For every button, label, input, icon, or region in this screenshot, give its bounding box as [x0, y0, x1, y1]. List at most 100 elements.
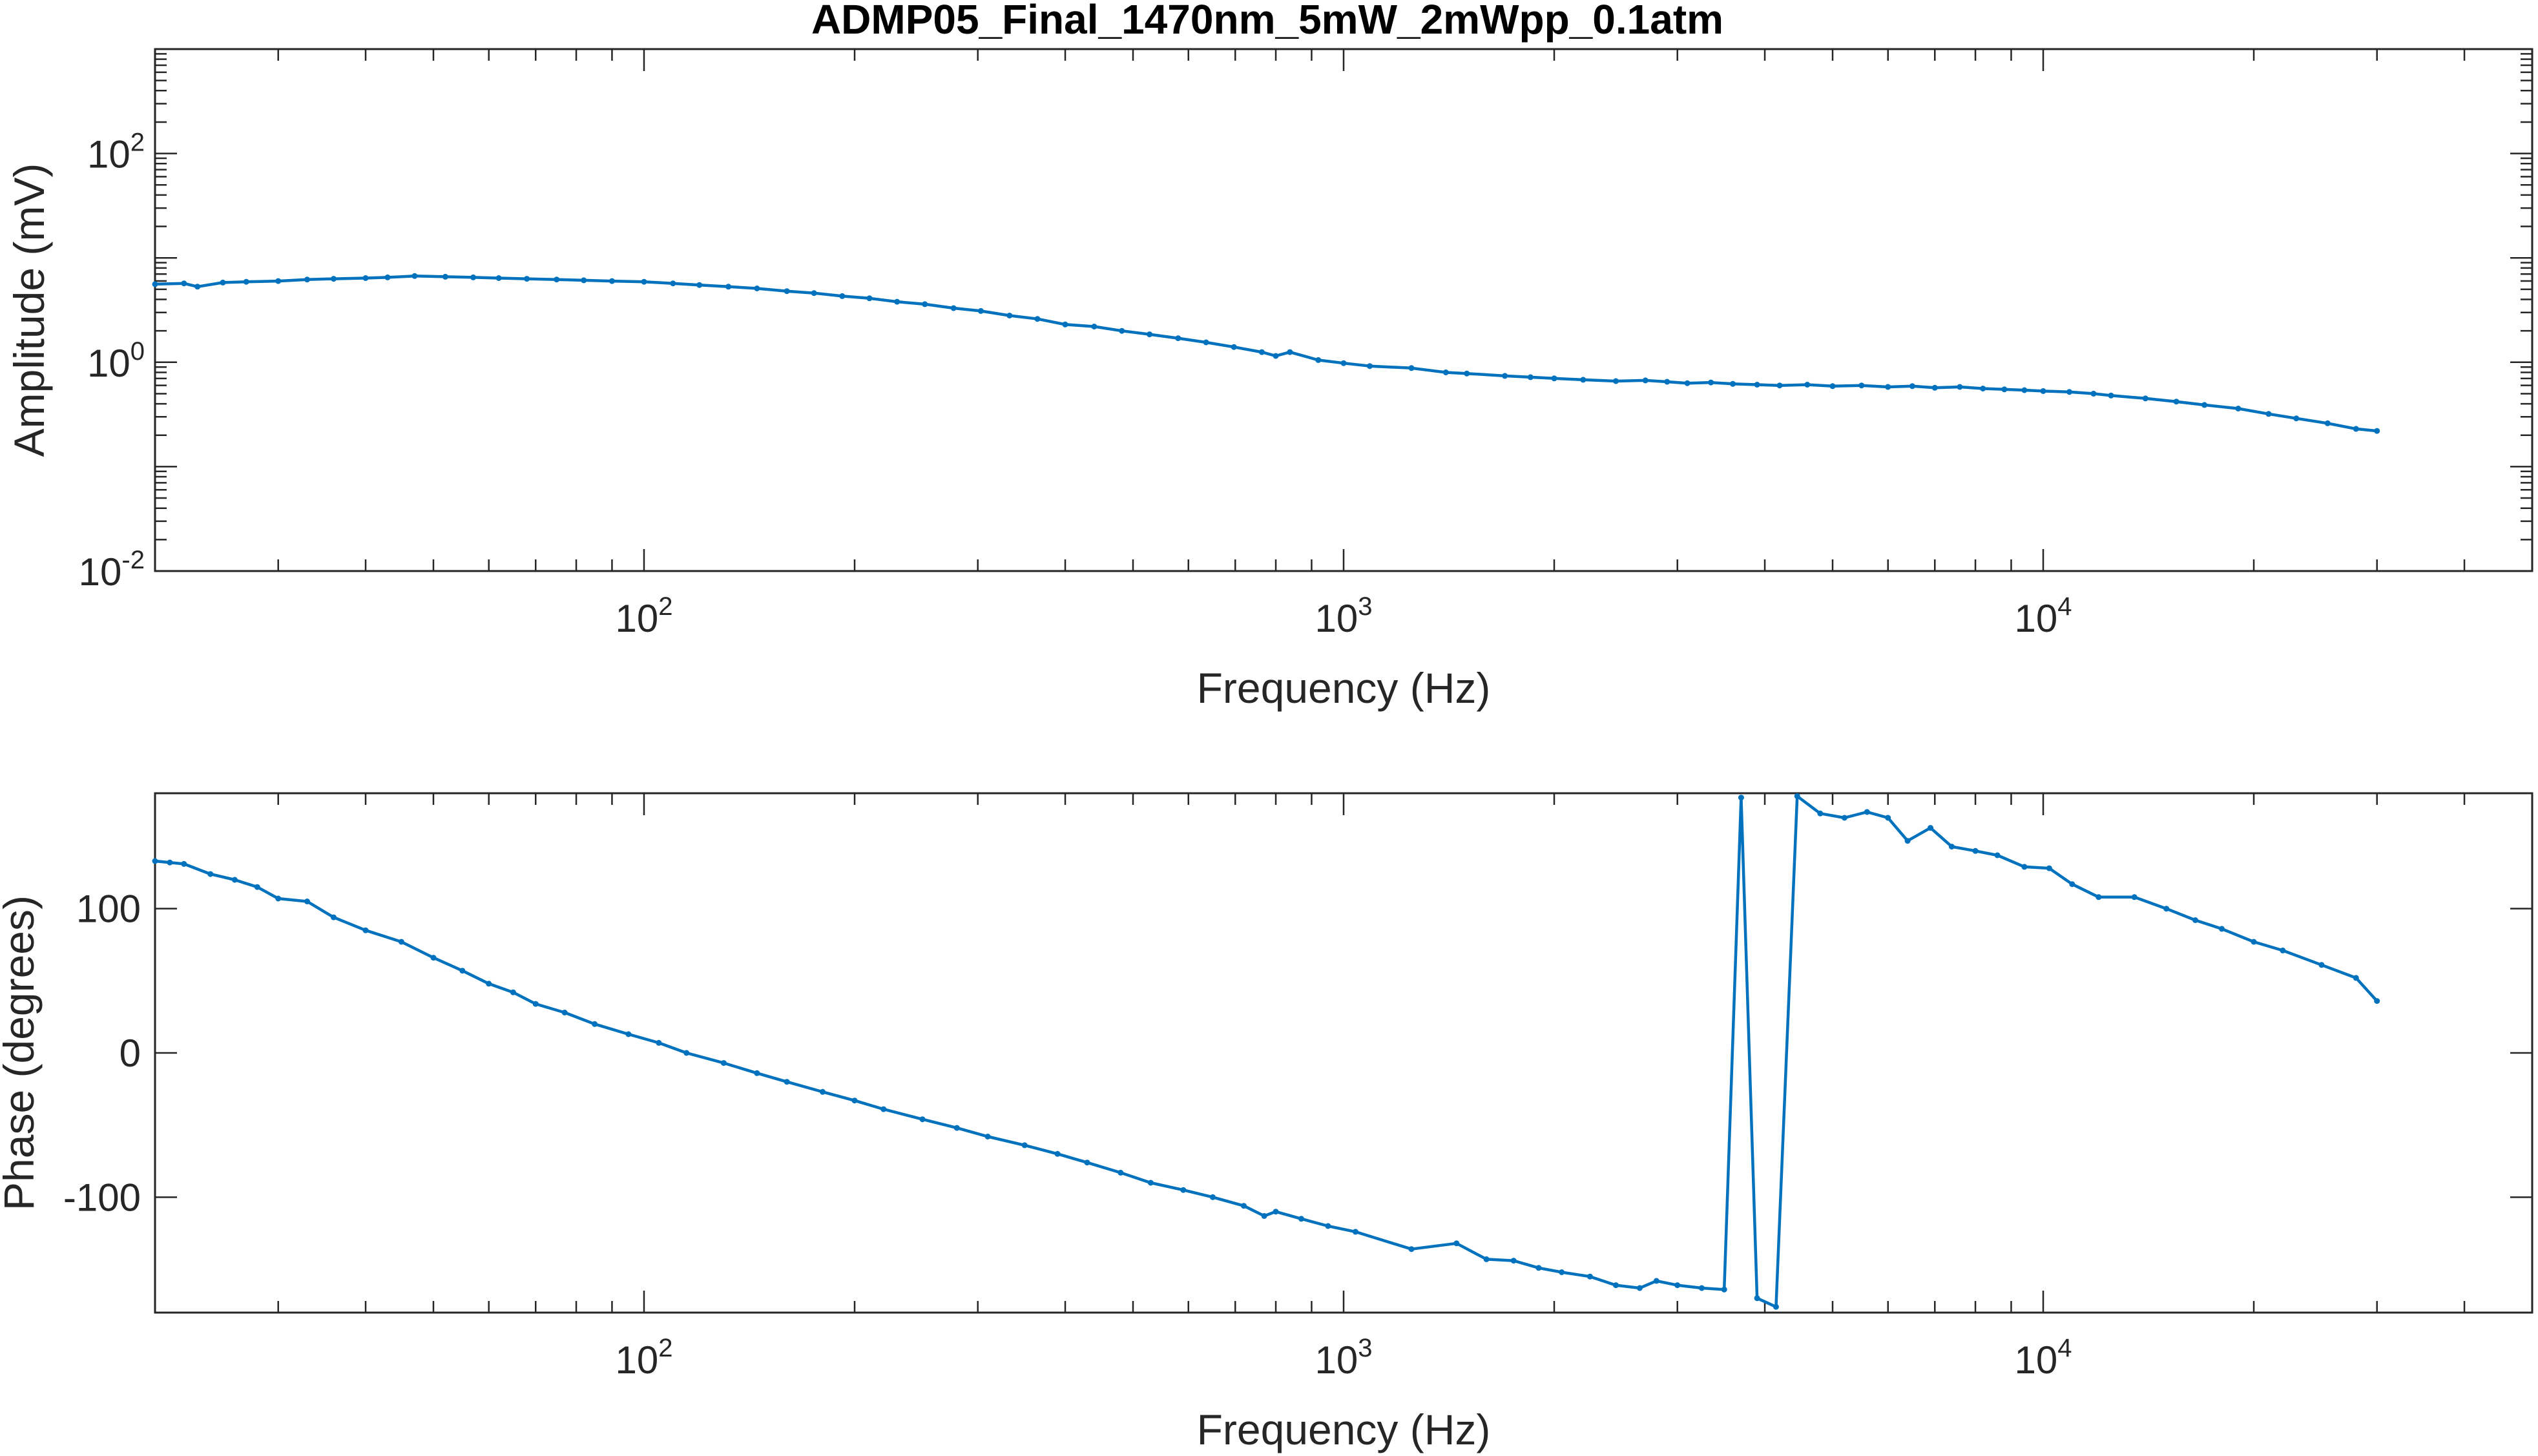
phase-data-point: [1972, 848, 1979, 854]
phase-data-point: [430, 955, 437, 961]
amplitude-data-point: [181, 280, 187, 287]
phase-data-point: [1021, 1142, 1028, 1149]
amplitude-data-point: [2142, 395, 2148, 402]
amplitude-data-point: [1754, 382, 1760, 388]
phase-x-tick-label: 104: [2015, 1334, 2072, 1382]
amplitude-data-point: [1464, 370, 1470, 377]
phase-data-point: [1885, 815, 1891, 821]
phase-data-point: [207, 871, 214, 877]
phase-x-tick-labels: 102 103 104: [615, 1334, 2072, 1382]
phase-data-point: [304, 899, 310, 904]
amplitude-data-point: [1175, 335, 1181, 342]
amplitude-data-point: [442, 273, 448, 280]
amplitude-y-tick-label-exponent: 2: [130, 129, 145, 157]
amplitude-data-point: [1034, 316, 1041, 322]
amplitude-data-point: [2324, 420, 2331, 426]
amplitude-data-point: [1408, 365, 1415, 371]
phase-data-point: [1636, 1285, 1643, 1291]
amplitude-data-point: [1730, 380, 1736, 387]
amplitude-data-point: [194, 284, 201, 290]
phase-x-tick-label-base: 10: [1315, 1338, 1358, 1382]
amplitude-data-point: [411, 273, 418, 279]
phase-data-point: [1535, 1265, 1542, 1271]
phase-data-point: [820, 1088, 826, 1095]
amplitude-data-point: [1909, 383, 1915, 390]
amplitude-data-point: [1708, 379, 1714, 386]
amplitude-data-point: [1980, 386, 1986, 391]
phase-data-point: [2163, 906, 2170, 912]
amplitude-data-point: [1340, 360, 1347, 366]
phase-data-point: [1352, 1229, 1358, 1235]
phase-data-point: [1738, 795, 1744, 801]
phase-data-point: [2353, 975, 2359, 981]
amplitude-data-point: [2374, 428, 2380, 434]
phase-data-point: [1928, 825, 1933, 831]
phase-x-tick-label-base: 10: [2015, 1338, 2058, 1382]
phase-data-point: [2219, 926, 2225, 932]
amplitude-data-point: [866, 295, 873, 302]
amplitude-y-tick-label: 10-2: [79, 546, 145, 594]
phase-data-point: [880, 1106, 887, 1112]
phase-data-point: [1754, 1295, 1760, 1302]
phase-x-tick-label: 103: [1315, 1334, 1373, 1382]
amplitude-data-point: [1231, 344, 1237, 350]
amplitude-data-point: [839, 293, 846, 299]
amplitude-data-point: [2293, 415, 2300, 422]
phase-data-point: [784, 1079, 790, 1085]
phase-data-point: [1241, 1203, 1247, 1209]
amplitude-data-point: [1315, 357, 1322, 363]
amplitude-data-point: [1613, 378, 1619, 384]
amplitude-data-point: [524, 276, 530, 282]
amplitude-x-tick-label-base: 10: [615, 597, 658, 640]
amplitude-data-point: [1776, 382, 1783, 389]
amplitude-data-point: [470, 274, 477, 280]
phase-tick-marks: [154, 793, 2533, 1313]
phase-data-point: [1948, 844, 1955, 850]
amplitude-data-point: [304, 276, 310, 283]
amplitude-data-point: [1664, 379, 1670, 385]
amplitude-data-point: [1829, 383, 1836, 390]
amplitude-data-point: [641, 278, 647, 285]
phase-data-point: [1841, 815, 1847, 821]
amplitude-y-tick-label-base: 10: [87, 133, 130, 176]
amplitude-data-point: [495, 275, 502, 281]
amplitude-data-point: [2173, 399, 2179, 405]
phase-data-point: [953, 1125, 960, 1131]
phase-x-tick-label: 102: [615, 1334, 672, 1382]
phase-data-point: [231, 877, 238, 883]
phase-x-tick-label-exponent: 2: [658, 1334, 672, 1362]
phase-data-point: [2131, 894, 2138, 900]
phase-series: [152, 793, 2380, 1310]
amplitude-y-tick-label-base: 10: [79, 550, 122, 594]
amplitude-data-point: [554, 276, 560, 283]
phase-data-point: [1147, 1180, 1154, 1186]
phase-series-line: [154, 795, 2378, 1309]
amplitude-data-point: [1273, 353, 1279, 359]
phase-data-point: [331, 914, 337, 920]
amplitude-data-point: [1580, 377, 1586, 383]
phase-y-tick-labels: -100 0 100: [63, 888, 141, 1220]
amplitude-data-point: [243, 278, 249, 285]
amplitude-x-axis-label: Frequency (Hz): [1197, 664, 1491, 712]
amplitude-data-point: [1885, 384, 1891, 390]
phase-data-point: [1721, 1286, 1727, 1293]
amplitude-y-tick-label-exponent: -2: [121, 546, 145, 574]
phase-x-tick-label-exponent: 4: [2057, 1334, 2072, 1362]
amplitude-data-point: [950, 305, 957, 311]
phase-data-point: [2280, 947, 2286, 953]
amplitude-data-point: [331, 276, 337, 282]
amplitude-data-point: [811, 290, 817, 296]
amplitude-data-point: [1642, 377, 1649, 384]
phase-data-point: [1674, 1282, 1681, 1289]
phase-data-point: [362, 927, 369, 933]
amplitude-y-tick-label-exponent: 0: [130, 337, 145, 366]
phase-data-point: [2374, 998, 2380, 1004]
phase-y-tick-label: 100: [76, 888, 141, 931]
phase-data-point: [1054, 1150, 1061, 1157]
amplitude-data-point: [2108, 392, 2114, 399]
phase-data-point: [592, 1021, 598, 1027]
phase-data-point: [1613, 1282, 1619, 1289]
phase-data-point: [851, 1097, 858, 1104]
amplitude-x-tick-label: 104: [2015, 592, 2072, 640]
